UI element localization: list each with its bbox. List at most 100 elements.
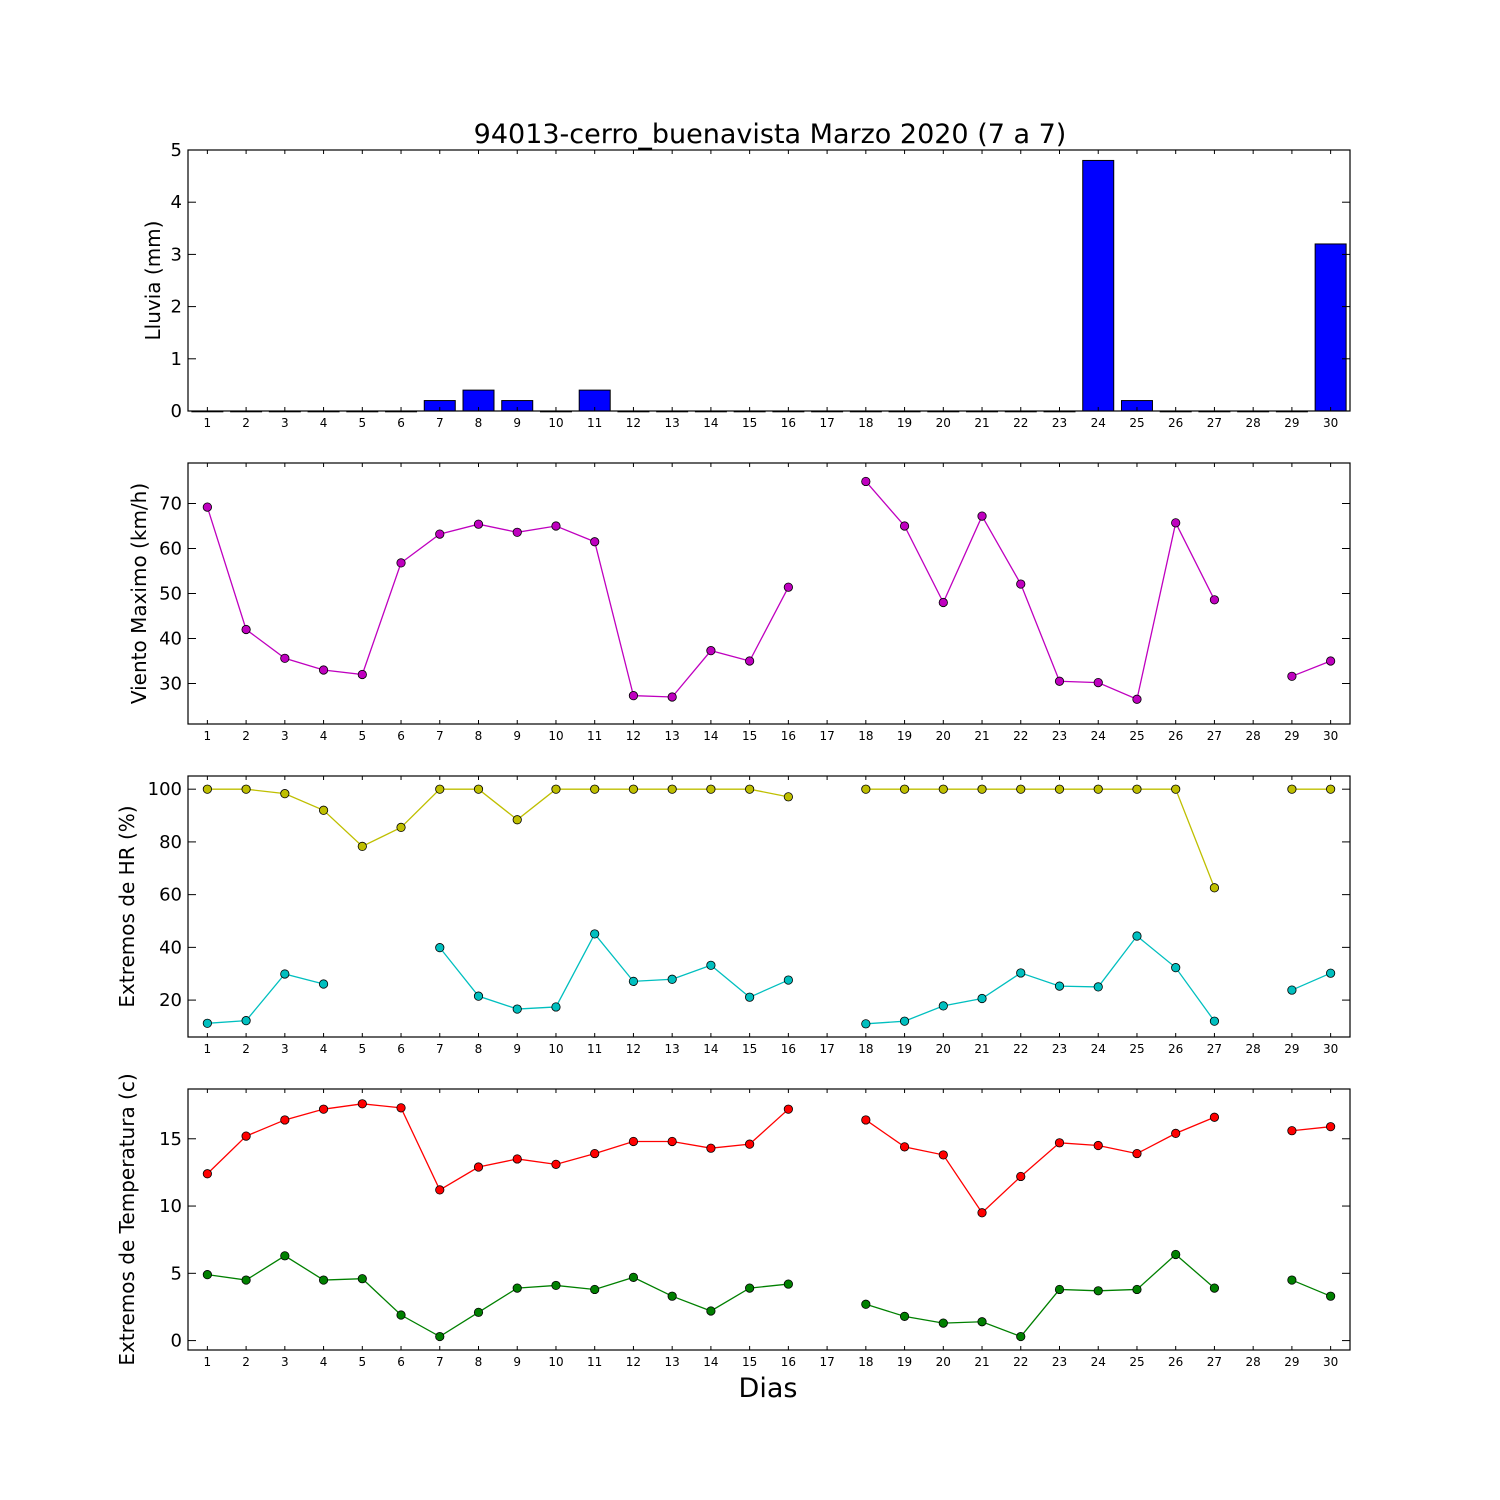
x-tick-label: 9 (513, 416, 521, 430)
panel-hr: 1 2 3 4 5 6 7 8 9 10 11 12 13 14 15 16 17 18 19 20 21 22 23 24 2… (115, 775, 1351, 1056)
point-day-2 (241, 624, 251, 635)
x-tick-label: 1 (204, 1355, 212, 1369)
x-tick-label: 16 (781, 416, 796, 430)
point-day-7 (435, 1331, 445, 1342)
line-segment (1291, 972, 1331, 991)
point-day-1 (202, 1018, 212, 1028)
line-segment (865, 1116, 1215, 1214)
x-axis-label: Dias (739, 1373, 798, 1404)
point-day-4 (318, 665, 329, 675)
x-tick-label: 15 (742, 1355, 757, 1369)
x-tick-label: 24 (1091, 416, 1106, 430)
series-temp-2 (202, 1249, 1336, 1342)
point-day-18 (861, 784, 871, 794)
point-day-4 (318, 1275, 329, 1285)
x-tick-label: 22 (1013, 1355, 1028, 1369)
x-tick-label: 23 (1052, 1355, 1067, 1369)
x-tick-label: 24 (1091, 1042, 1106, 1056)
point-day-19 (899, 784, 910, 794)
x-tick-label: 7 (436, 1042, 444, 1056)
x-tick-label: 7 (436, 729, 444, 743)
x-tick-label: 27 (1207, 729, 1222, 743)
x-tick-label: 2 (242, 729, 250, 743)
point-day-19 (899, 1016, 910, 1026)
point-day-21 (977, 1208, 987, 1218)
point-day-7 (435, 1185, 445, 1195)
x-tick-label: 27 (1207, 416, 1222, 430)
point-day-23 (1054, 784, 1065, 794)
x-tick-label: 12 (626, 416, 641, 430)
point-day-19 (899, 1142, 910, 1152)
point-day-27 (1209, 1016, 1220, 1026)
point-day-3 (280, 969, 290, 979)
x-tick-label: 21 (974, 729, 989, 743)
point-day-16 (783, 1104, 793, 1114)
x-tick-label: 20 (936, 1042, 951, 1056)
point-day-10 (551, 784, 561, 794)
x-tick-label: 25 (1129, 1355, 1144, 1369)
point-day-13 (667, 974, 677, 984)
x-tick-label: 3 (281, 1355, 289, 1369)
y-tick-label: 1 (171, 349, 182, 370)
point-day-25 (1132, 784, 1142, 794)
chart-title: 94013-cerro_buenavista Marzo 2020 (7 a 7… (474, 119, 1067, 150)
point-day-25 (1132, 931, 1142, 941)
point-day-16 (783, 975, 793, 985)
y-tick-label: 30 (159, 674, 182, 695)
point-day-11 (590, 784, 600, 794)
point-day-2 (241, 1275, 251, 1285)
point-day-4 (318, 805, 329, 815)
point-day-24 (1093, 784, 1103, 794)
x-tick-label: 18 (858, 1042, 873, 1056)
x-tick-label: 1 (204, 1042, 212, 1056)
point-day-5 (357, 841, 367, 851)
point-day-10 (551, 1159, 561, 1169)
point-day-21 (977, 511, 987, 521)
point-day-8 (473, 1307, 484, 1317)
y-tick-label: 2 (171, 297, 182, 318)
x-tick-label: 19 (897, 1355, 912, 1369)
x-tick-label: 16 (781, 1042, 796, 1056)
x-tick-label: 8 (475, 1355, 483, 1369)
point-day-27 (1209, 1283, 1220, 1293)
x-tick-label: 6 (397, 1355, 405, 1369)
x-tick-label: 27 (1207, 1355, 1222, 1369)
point-day-25 (1132, 694, 1142, 704)
series-hr-1 (202, 784, 1336, 893)
point-day-13 (667, 784, 677, 794)
point-day-20 (938, 784, 948, 794)
line-segment (1291, 1279, 1331, 1297)
point-day-20 (938, 597, 948, 608)
line-segment (207, 788, 789, 848)
line-segment (206, 1103, 789, 1191)
point-day-8 (473, 991, 484, 1001)
x-tick-label: 6 (397, 416, 405, 430)
x-tick-label: 22 (1013, 729, 1028, 743)
point-day-12 (628, 976, 639, 986)
point-day-24 (1093, 1140, 1103, 1151)
bar-day-24 (1082, 159, 1115, 412)
x-tick-label: 17 (819, 729, 834, 743)
point-day-13 (667, 692, 677, 702)
y-tick-label: 80 (159, 832, 182, 853)
y-tick-label: 50 (159, 584, 182, 605)
point-day-11 (590, 1284, 600, 1295)
point-day-29 (1287, 784, 1297, 794)
point-day-22 (1016, 1331, 1026, 1342)
line-segment (1291, 1126, 1331, 1132)
x-tick-label: 16 (781, 1355, 796, 1369)
point-day-22 (1016, 1171, 1026, 1182)
x-tick-label: 22 (1013, 1042, 1028, 1056)
x-tick-label: 29 (1284, 729, 1299, 743)
x-tick-label: 3 (281, 416, 289, 430)
point-day-18 (861, 476, 871, 487)
point-day-21 (977, 1317, 987, 1327)
x-tick-label: 20 (936, 729, 951, 743)
x-tick-label: 23 (1052, 416, 1067, 430)
x-tick-label: 18 (858, 416, 873, 430)
x-tick-label: 28 (1246, 1042, 1261, 1056)
point-day-15 (745, 784, 755, 794)
x-tick-label: 19 (897, 729, 912, 743)
point-day-1 (202, 1169, 212, 1179)
y-tick-label: 15 (159, 1129, 182, 1150)
